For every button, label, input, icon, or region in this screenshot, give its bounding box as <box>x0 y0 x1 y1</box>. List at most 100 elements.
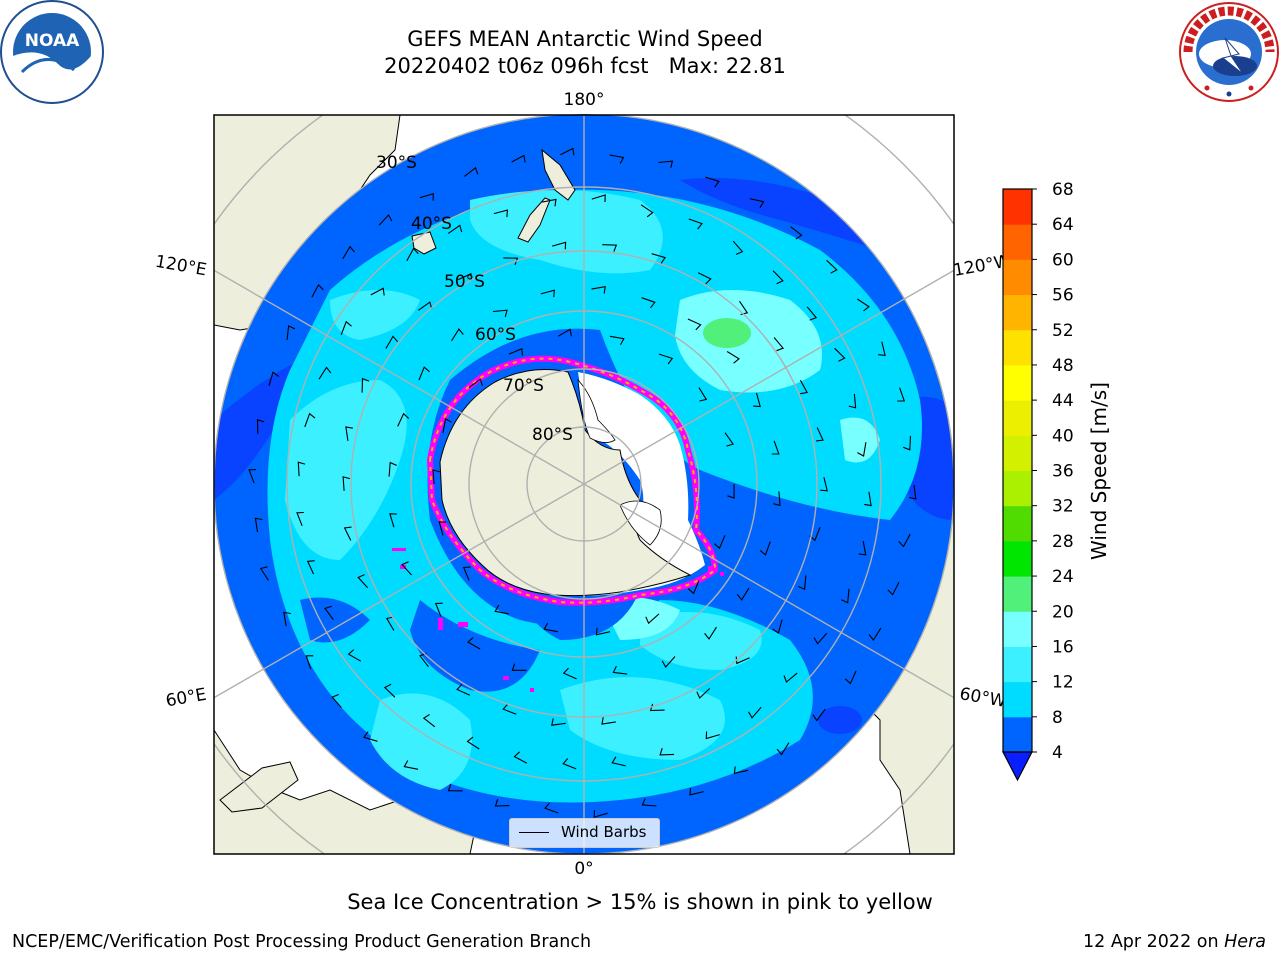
lat-label-30s: 30°S <box>376 153 417 173</box>
wind-barb <box>511 154 526 163</box>
wind-barb <box>259 566 269 581</box>
wind-barb <box>286 325 296 340</box>
wind-barb <box>609 335 625 346</box>
footer-date: 12 Apr 2022 on Hera <box>1083 932 1266 952</box>
wind-barb <box>467 637 481 650</box>
wind-barb <box>457 272 473 281</box>
noaa-logo-text: NOAA <box>25 31 80 51</box>
wind-barb <box>797 575 807 591</box>
wind-barb <box>340 320 352 335</box>
wind-barb <box>403 760 419 770</box>
wind-barb <box>432 469 440 485</box>
wind-barb <box>735 656 750 665</box>
wind-barb <box>661 656 676 668</box>
wind-barb <box>591 286 606 294</box>
wind-barb <box>503 257 519 265</box>
wind-barb <box>649 703 665 712</box>
wind-barb <box>753 392 761 408</box>
wind-barb <box>641 297 656 309</box>
wind-barb <box>864 491 872 507</box>
wind-barb <box>502 703 517 715</box>
wind-barb <box>542 198 557 207</box>
wind-barb <box>813 632 828 645</box>
wind-barb <box>331 693 342 709</box>
colorbar-segment <box>1003 364 1032 401</box>
wind-barb <box>858 541 867 556</box>
wind-barb <box>418 301 433 311</box>
wind-barb <box>908 485 917 500</box>
colorbar-tick-label: 24 <box>1052 567 1074 587</box>
colorbar-tick-label: 32 <box>1052 497 1074 517</box>
wind-barb <box>434 602 443 617</box>
legend-label: Wind Barbs <box>561 823 647 841</box>
wind-barb <box>799 379 808 395</box>
wind-barb <box>658 160 674 169</box>
wind-barb <box>378 214 393 226</box>
colorbar-segment <box>1003 435 1032 471</box>
wind-barb <box>297 461 306 477</box>
colorbar-segment <box>1003 259 1032 296</box>
colorbar-tick-label: 4 <box>1052 743 1063 763</box>
wind-barb <box>361 377 370 393</box>
wind-barb <box>318 366 332 380</box>
wind-barb <box>464 166 479 177</box>
chart-subtitle: 20220402 t06z 096h fcst Max: 22.81 <box>384 54 786 78</box>
wind-barb <box>422 713 436 728</box>
colorbar-segment <box>1003 681 1032 718</box>
wind-barb <box>687 580 700 595</box>
colorbar-segment <box>1003 189 1032 225</box>
wind-barb <box>844 670 857 685</box>
wind-barb <box>704 626 717 640</box>
wind-barb <box>726 351 740 364</box>
wind-barb <box>612 665 628 675</box>
wind-barb <box>418 366 430 381</box>
legend-line-icon <box>519 832 549 833</box>
wind-barb <box>773 491 781 507</box>
colorbar-tick-label: 64 <box>1052 215 1074 235</box>
lon-label-0: 0° <box>574 859 593 879</box>
wind-barb <box>733 766 749 775</box>
lat-label-60s: 60°S <box>475 325 516 345</box>
colorbar-tick-label: 20 <box>1052 602 1074 622</box>
lat-label-80s: 80°S <box>532 425 573 445</box>
noaa-logo: NOAA <box>0 0 104 104</box>
wind-barb <box>696 688 711 699</box>
wind-barb <box>841 588 850 604</box>
lat-label-50s: 50°S <box>444 272 485 292</box>
wind-barb <box>256 419 265 434</box>
wind-barb <box>343 526 352 541</box>
wind-barb <box>857 442 867 457</box>
wind-barb <box>562 667 577 680</box>
wind-barb <box>773 337 785 352</box>
colorbar-segment <box>1003 540 1032 577</box>
wind-barb <box>903 435 912 451</box>
colorbar-label: Wind Speed [m/s] <box>1087 382 1111 560</box>
colorbar-segment <box>1003 505 1032 542</box>
wind-barb <box>783 672 798 683</box>
wind-barb <box>748 706 762 719</box>
wind-barb <box>385 335 399 349</box>
lon-label-60w: 60°W <box>958 684 1008 712</box>
wind-barb <box>609 154 625 164</box>
footer-host: Hera <box>1224 932 1266 952</box>
wind-barb <box>868 627 882 641</box>
wind-barb <box>268 371 280 386</box>
colorbar-tick-label: 28 <box>1052 532 1074 552</box>
wind-barb <box>698 387 708 402</box>
nws-logo <box>1179 2 1279 102</box>
wind-barb <box>347 649 362 662</box>
wind-barb <box>727 483 735 499</box>
wind-barb <box>447 224 463 234</box>
wind-barb <box>659 748 675 756</box>
wind-barb <box>468 378 484 389</box>
wind-barb <box>451 328 464 342</box>
wind-barb <box>820 477 828 492</box>
wind-barb <box>406 247 419 262</box>
colorbar-tick-label: 40 <box>1052 426 1074 446</box>
wind-barb <box>732 240 744 255</box>
colorbar-tick-label: 16 <box>1052 637 1074 657</box>
wind-barb <box>562 758 577 770</box>
lon-label-60e: 60°E <box>164 685 208 712</box>
wind-barb <box>772 270 784 285</box>
wind-barb <box>342 476 351 491</box>
